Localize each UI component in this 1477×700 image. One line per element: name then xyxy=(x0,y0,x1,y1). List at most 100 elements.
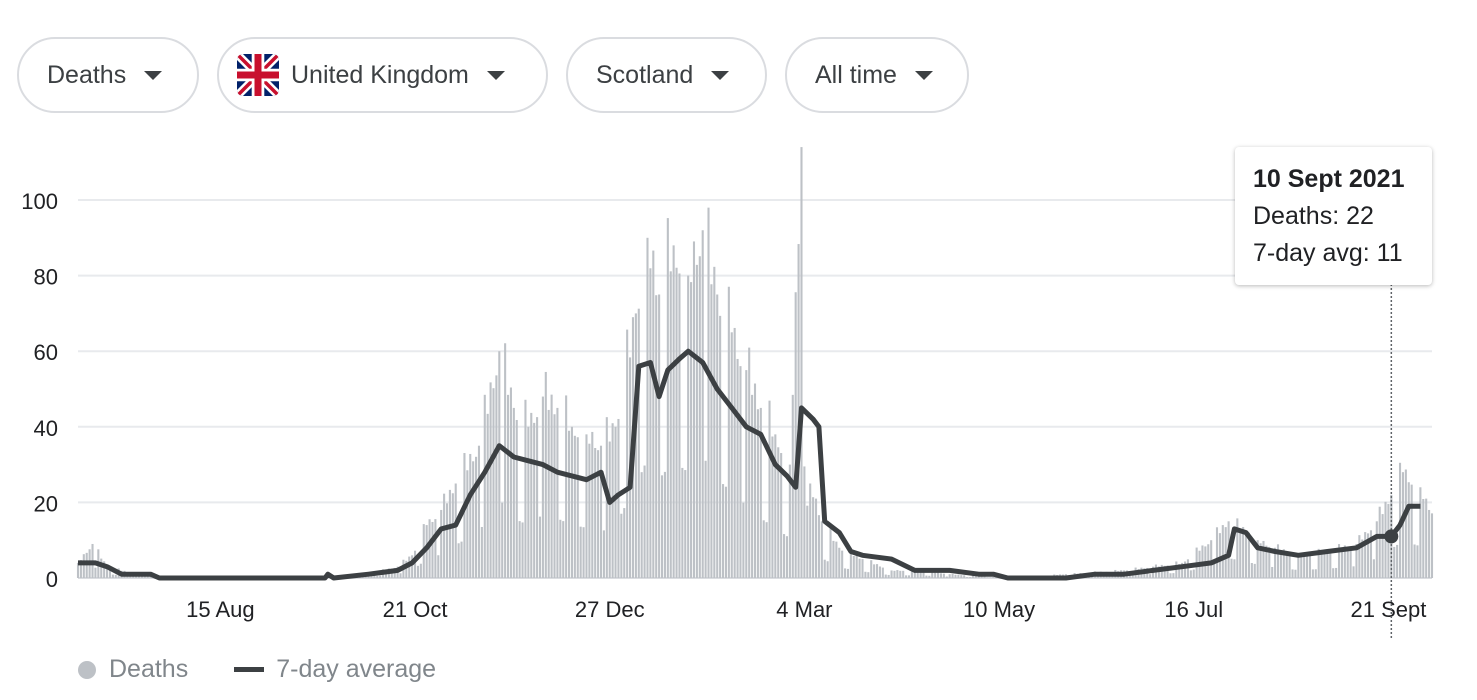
deaths-bar xyxy=(794,292,797,578)
deaths-bar xyxy=(902,570,905,578)
deaths-bar xyxy=(582,527,585,578)
deaths-bar xyxy=(733,327,736,578)
deaths-bar xyxy=(602,530,605,578)
deaths-bar xyxy=(1210,540,1213,578)
deaths-bar xyxy=(887,574,890,578)
deaths-bar xyxy=(1358,535,1361,578)
x-tick-label-27-dec: 27 Dec xyxy=(575,597,645,622)
x-tick-label-15-aug: 15 Aug xyxy=(186,597,255,622)
deaths-bar xyxy=(907,575,911,578)
deaths-bar xyxy=(745,370,748,578)
deaths-bar xyxy=(704,460,707,578)
deaths-chart[interactable]: 0 20 40 60 80 100 15 Aug 21 Oct 27 Dec 4 Mar 10 Ma… xyxy=(0,130,1477,645)
deaths-bar xyxy=(448,489,451,578)
deaths-bar xyxy=(777,447,780,578)
deaths-bar xyxy=(948,574,951,578)
y-tick-label-100: 100 xyxy=(21,189,58,214)
deaths-bar xyxy=(1288,553,1291,578)
deaths-bar xyxy=(376,575,379,578)
x-tick-label-10-may: 10 May xyxy=(963,597,1035,622)
deaths-bar xyxy=(623,508,626,578)
deaths-bar xyxy=(434,519,437,578)
deaths-bar xyxy=(411,555,414,578)
tooltip-average: 7-day avg: 11 xyxy=(1253,239,1403,267)
deaths-bar xyxy=(660,475,664,578)
deaths-bar xyxy=(681,467,684,578)
deaths-bar xyxy=(1108,575,1111,578)
deaths-bar xyxy=(826,561,829,578)
deaths-bar xyxy=(896,570,899,578)
chart-legend: Deaths 7-day average xyxy=(78,655,436,684)
deaths-bar xyxy=(669,271,672,578)
region-dropdown[interactable]: Scotland xyxy=(566,37,767,113)
deaths-bar xyxy=(768,400,771,578)
deaths-bar xyxy=(588,443,591,578)
deaths-bar xyxy=(1268,546,1271,578)
deaths-bar xyxy=(1355,543,1358,578)
deaths-bar xyxy=(614,426,617,578)
deaths-bar xyxy=(405,560,408,578)
deaths-bar xyxy=(916,570,919,578)
deaths-bar xyxy=(1192,569,1195,578)
deaths-bar xyxy=(814,498,818,578)
deaths-bar xyxy=(753,383,757,578)
deaths-bar xyxy=(960,575,963,578)
deaths-bar xyxy=(800,147,803,578)
deaths-bar xyxy=(1367,533,1370,578)
deaths-bar xyxy=(1396,544,1399,578)
deaths-bar xyxy=(890,570,893,578)
deaths-bar xyxy=(1259,543,1262,578)
tooltip-deaths: Deaths: 22 xyxy=(1253,202,1374,230)
deaths-bar xyxy=(873,564,876,578)
deaths-bar xyxy=(974,576,977,578)
deaths-bar xyxy=(783,534,786,578)
metric-dropdown[interactable]: Deaths xyxy=(17,37,199,113)
deaths-bar xyxy=(971,575,974,578)
deaths-bar xyxy=(1213,563,1216,578)
deaths-bar xyxy=(1221,525,1224,578)
legend-average-label: 7-day average xyxy=(276,655,437,683)
deaths-bar xyxy=(454,483,457,578)
deaths-bar xyxy=(1378,506,1381,578)
country-dropdown[interactable]: United Kingdom xyxy=(217,37,548,113)
deaths-bar xyxy=(1172,573,1175,578)
deaths-bar xyxy=(114,574,117,578)
deaths-bar xyxy=(968,577,972,578)
deaths-bar xyxy=(1337,544,1341,578)
y-tick-label-20: 20 xyxy=(34,491,58,516)
deaths-bar xyxy=(1401,472,1404,578)
axis-labels: 0 20 40 60 80 100 15 Aug 21 Oct 27 Dec 4 Mar 10 Ma… xyxy=(21,189,1426,622)
deaths-bar xyxy=(1236,518,1239,578)
time-range-dropdown[interactable]: All time xyxy=(785,37,969,113)
deaths-bar xyxy=(1300,556,1303,578)
deaths-bar xyxy=(1242,526,1245,578)
deaths-bar xyxy=(1329,552,1332,578)
deaths-bar xyxy=(544,371,547,578)
deaths-bar xyxy=(597,450,600,578)
deaths-bar xyxy=(521,522,524,578)
deaths-bar xyxy=(881,567,884,578)
deaths-bar xyxy=(428,519,431,578)
deaths-bar xyxy=(1340,549,1343,578)
deaths-bar xyxy=(707,207,710,578)
deaths-bar xyxy=(817,515,820,578)
deaths-bar xyxy=(690,282,693,578)
deaths-bar xyxy=(797,244,800,579)
deaths-bar xyxy=(637,308,640,578)
deaths-bar xyxy=(1224,527,1227,578)
deaths-bar xyxy=(687,275,690,578)
deaths-bar xyxy=(1279,551,1282,578)
deaths-bar xyxy=(591,431,594,578)
deaths-bar xyxy=(870,560,873,578)
deaths-bar xyxy=(1250,563,1253,578)
deaths-bar xyxy=(835,541,838,578)
deaths-bar xyxy=(701,230,704,578)
deaths-bar xyxy=(399,573,402,578)
deaths-bar xyxy=(695,264,698,578)
deaths-bar xyxy=(934,572,937,578)
deaths-bar xyxy=(1323,550,1326,578)
deaths-bar xyxy=(922,571,925,578)
deaths-bar xyxy=(445,503,449,578)
deaths-bar xyxy=(919,570,922,578)
deaths-bar xyxy=(550,394,553,578)
